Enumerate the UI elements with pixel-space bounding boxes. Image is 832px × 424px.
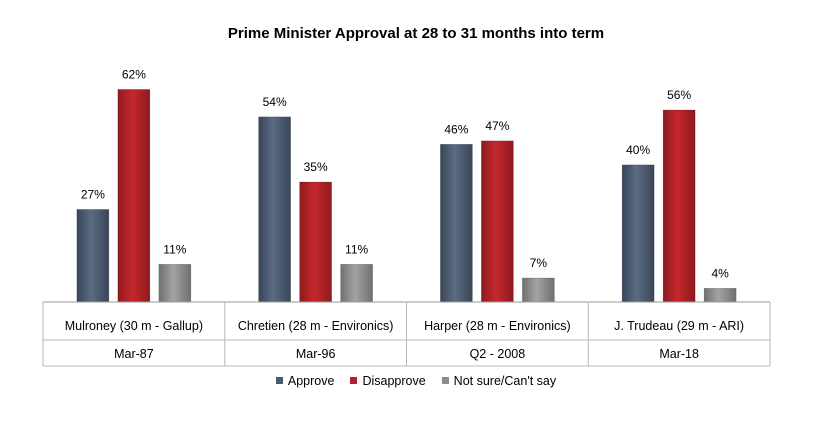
- legend-swatch: [441, 377, 449, 385]
- bar-approve-3: [621, 164, 655, 303]
- category-date-label: Mar-96: [296, 347, 336, 361]
- chart-title: Prime Minister Approval at 28 to 31 mont…: [227, 25, 605, 42]
- category-label: J. Trudeau (29 m - ARI): [614, 319, 744, 333]
- data-label: 62%: [122, 67, 146, 81]
- bar-not-sure-can-t-say-2: [522, 277, 555, 303]
- bar-approve-0: [76, 209, 110, 303]
- data-label: 46%: [444, 122, 468, 136]
- bar-disapprove-0: [117, 89, 151, 303]
- legend-swatch: [275, 377, 283, 385]
- data-label: 35%: [304, 160, 328, 174]
- bar-approve-1: [258, 116, 291, 303]
- legend-item: Approve: [275, 374, 335, 388]
- data-label: 54%: [263, 95, 287, 109]
- bar-not-sure-can-t-say-0: [158, 263, 192, 303]
- category-date-label: Mar-18: [659, 347, 699, 361]
- legend-item: Disapprove: [350, 374, 426, 388]
- data-label: 4%: [711, 266, 729, 280]
- data-label: 47%: [485, 119, 509, 133]
- data-label: 7%: [530, 256, 548, 270]
- legend-label: Not sure/Can't say: [453, 374, 557, 388]
- legend-swatch: [350, 377, 358, 385]
- category-date-label: Mar-87: [114, 347, 154, 361]
- data-label: 40%: [626, 143, 650, 157]
- bar-not-sure-can-t-say-1: [340, 263, 373, 303]
- data-label: 11%: [345, 242, 368, 256]
- bar-approve-2: [440, 143, 473, 303]
- legend-label: Disapprove: [362, 374, 426, 388]
- category-label: Harper (28 m - Environics): [424, 319, 571, 333]
- category-label: Chretien (28 m - Environics): [238, 319, 394, 333]
- bar-not-sure-can-t-say-3: [703, 287, 737, 303]
- category-date-label: Q2 - 2008: [470, 347, 526, 361]
- data-label: 11%: [163, 242, 186, 256]
- category-label: Mulroney (30 m - Gallup): [65, 319, 203, 333]
- bar-disapprove-1: [299, 181, 332, 303]
- bar-disapprove-3: [662, 109, 696, 303]
- data-label: 27%: [81, 187, 105, 201]
- chart-legend: Approve Disapprove Not sure/Can't say: [0, 374, 832, 388]
- bar-disapprove-2: [481, 140, 514, 303]
- data-label: 56%: [667, 88, 691, 102]
- legend-label: Approve: [287, 374, 335, 388]
- legend-item: Not sure/Can't say: [441, 374, 557, 388]
